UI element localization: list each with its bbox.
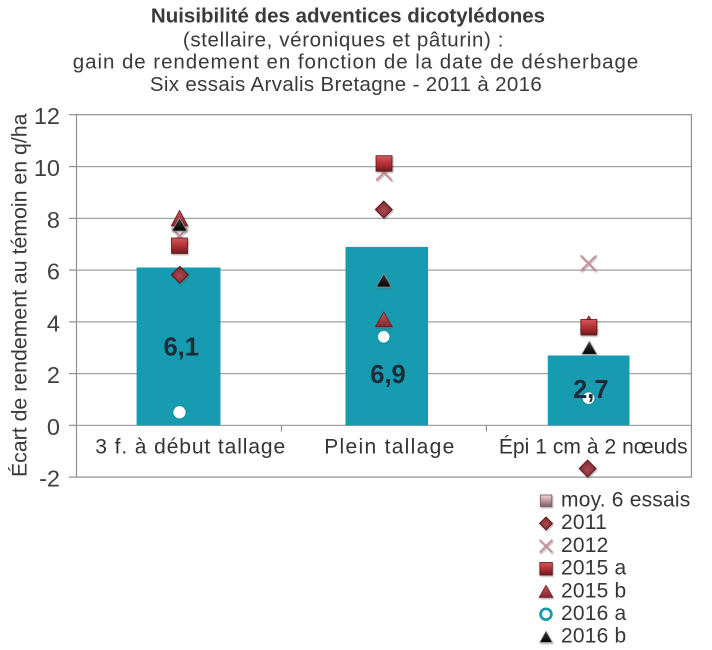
svg-text:Épi 1 cm à 2 nœuds: Épi 1 cm à 2 nœuds bbox=[499, 436, 688, 459]
svg-text:10: 10 bbox=[34, 155, 60, 181]
svg-text:6,1: 6,1 bbox=[163, 333, 198, 361]
svg-text:12: 12 bbox=[34, 103, 60, 129]
svg-text:6,9: 6,9 bbox=[370, 361, 405, 389]
svg-text:2: 2 bbox=[47, 362, 60, 388]
svg-text:Plein tallage: Plein tallage bbox=[324, 436, 455, 459]
svg-text:moy. 6 essais: moy. 6 essais bbox=[561, 489, 690, 512]
svg-text:4: 4 bbox=[47, 310, 60, 336]
svg-text:(stellaire, véroniques et pâtu: (stellaire, véroniques et pâturin) : bbox=[183, 29, 504, 52]
svg-text:2016 a: 2016 a bbox=[561, 602, 627, 625]
svg-text:2015 a: 2015 a bbox=[561, 557, 627, 580]
svg-text:-2: -2 bbox=[39, 466, 60, 492]
svg-text:6: 6 bbox=[47, 259, 60, 285]
svg-text:2016 b: 2016 b bbox=[561, 625, 626, 648]
svg-text:2011: 2011 bbox=[561, 511, 607, 534]
svg-text:0: 0 bbox=[47, 414, 60, 440]
svg-text:3 f. à début tallage: 3 f. à début tallage bbox=[95, 436, 286, 459]
svg-text:Six essais Arvalis Bretagne -: Six essais Arvalis Bretagne - 2011 à 201… bbox=[150, 73, 542, 96]
svg-text:gain de rendement en fonction: gain de rendement en fonction de la date… bbox=[73, 51, 639, 74]
svg-text:Nuisibilité des adventices dic: Nuisibilité des adventices dicotylédones bbox=[151, 4, 545, 27]
svg-text:2,7: 2,7 bbox=[573, 376, 608, 404]
svg-text:Écart de rendement au témoin e: Écart de rendement au témoin en q/ha bbox=[6, 113, 31, 477]
svg-text:2012: 2012 bbox=[561, 534, 609, 557]
svg-text:2015 b: 2015 b bbox=[561, 579, 626, 602]
svg-text:8: 8 bbox=[47, 207, 60, 233]
